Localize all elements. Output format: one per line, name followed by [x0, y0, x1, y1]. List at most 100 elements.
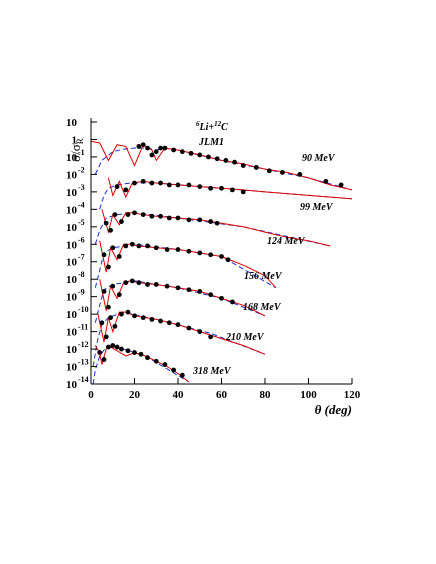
fit-curve [94, 345, 190, 383]
y-tick-exponent: -10 [78, 305, 89, 314]
y-tick-label: 10 [66, 204, 78, 216]
x-tick-label: 120 [344, 389, 361, 401]
y-tick-exponent: -7 [78, 253, 85, 262]
y-tick-label: 10 [66, 309, 78, 321]
data-point [223, 158, 229, 163]
data-point [149, 152, 155, 158]
data-point [197, 250, 203, 256]
x-axis-label: θ (deg) [315, 402, 352, 417]
data-point [186, 182, 192, 188]
data-point [112, 323, 118, 329]
data-point [253, 165, 259, 170]
data-point [145, 282, 150, 287]
y-tick-label: 10 [66, 327, 78, 339]
data-point [208, 292, 214, 298]
data-point [136, 280, 142, 286]
data-point [164, 247, 170, 252]
y-tick-exponent: -3 [78, 183, 85, 192]
data-point [153, 245, 159, 251]
y-tick-label: 10 [66, 274, 78, 286]
plot-area [91, 140, 353, 385]
data-point [240, 163, 246, 168]
data-point [123, 243, 129, 249]
data-point [125, 348, 131, 354]
data-point [208, 252, 214, 258]
data-point [101, 357, 107, 362]
data-point [114, 184, 120, 190]
data-point [119, 219, 124, 224]
data-point [232, 159, 237, 165]
data-point [171, 147, 177, 153]
y-tick-exponent: -2 [78, 165, 85, 174]
series-label: 318 MeV [192, 366, 232, 377]
y-tick-label: 1 [72, 134, 78, 146]
reaction-label: 6Li+12C [196, 120, 228, 133]
data-point [116, 254, 122, 259]
data-point [153, 149, 159, 155]
data-point [149, 180, 155, 186]
data-point [323, 178, 329, 184]
data-point [158, 318, 164, 324]
data-point [166, 320, 172, 326]
y-tick-label: 10 [66, 169, 78, 181]
data-point [145, 145, 150, 151]
data-point [110, 245, 116, 251]
y-tick-label: 10 [66, 117, 78, 129]
data-point [123, 187, 129, 193]
y-tick-label: 10 [66, 187, 78, 199]
data-point [208, 334, 214, 340]
data-point [123, 280, 129, 286]
y-tick-exponent: -8 [78, 270, 85, 279]
data-point [119, 311, 124, 317]
data-point [140, 212, 146, 217]
data-point [110, 283, 116, 289]
data-point [103, 220, 109, 226]
x-tick-label: 20 [129, 389, 141, 401]
data-point [164, 283, 170, 289]
y-tick-label: 10 [66, 362, 78, 374]
data-point [140, 315, 146, 321]
y-tick-exponent: -6 [78, 235, 85, 244]
data-point [129, 241, 135, 247]
y-axis-label-main: σ/σ [68, 144, 83, 162]
fit-curve [91, 140, 353, 191]
data-point [158, 145, 164, 151]
y-tick-exponent: -12 [78, 340, 89, 349]
data-point [197, 289, 203, 294]
x-tick-label: 60 [216, 389, 228, 401]
data-point [125, 212, 131, 217]
data-point [106, 264, 111, 270]
reaction-b: C [221, 122, 228, 133]
data-point [197, 152, 203, 158]
data-point [145, 243, 150, 249]
data-point [136, 144, 142, 149]
data-point [175, 322, 181, 328]
data-point [162, 362, 168, 367]
data-point [175, 247, 181, 252]
y-tick-exponent: -4 [78, 200, 85, 209]
data-point [166, 215, 172, 221]
y-tick-exponent: -11 [78, 323, 88, 332]
y-tick-exponent: -14 [78, 375, 89, 384]
data-point [338, 182, 344, 188]
reaction-a-mass: 6 [196, 120, 200, 128]
data-point [186, 248, 192, 254]
series-label: 156 MeV [244, 271, 283, 282]
data-point [158, 213, 164, 219]
reaction-b-mass: 12 [214, 120, 222, 128]
data-point [206, 154, 211, 160]
y-axis-label-sub: R [75, 138, 85, 144]
x-tick-label: 100 [300, 389, 317, 401]
data-point [110, 343, 116, 348]
data-point [132, 350, 137, 355]
data-point [108, 227, 113, 233]
data-point [132, 180, 137, 186]
y-tick-exponent: -1 [78, 148, 85, 157]
data-point [197, 329, 203, 334]
y-tick-label: 10 [66, 379, 78, 391]
y-axis-label: σ/σR [68, 138, 85, 162]
data-point [197, 217, 203, 223]
data-point [214, 220, 220, 226]
model-label: JLM1 [198, 137, 224, 148]
